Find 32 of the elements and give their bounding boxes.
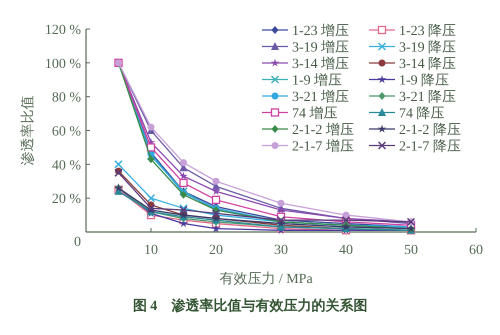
x-tick-label: 20: [209, 243, 223, 258]
legend-label: 2-1-7 增压: [292, 138, 354, 154]
y-tick-label: 20 %: [52, 192, 82, 208]
legend-label: 74 增压: [292, 106, 338, 122]
legend-label: 3-14 降压: [399, 56, 456, 72]
legend-label: 1-23 增压: [292, 23, 350, 39]
legend-label: 3-21 降压: [399, 89, 456, 105]
x-axis-title: 有效压力 / MPa: [219, 271, 314, 287]
legend-label: 3-21 增压: [292, 89, 350, 105]
y-tick-label: 40 %: [52, 158, 82, 174]
x-tick-label: 40: [339, 243, 353, 258]
legend-label: 1-9 降压: [399, 72, 450, 88]
x-tick-label: 50: [404, 243, 418, 258]
y-tick-label: 60 %: [52, 124, 82, 140]
legend-label: 2-1-7 降压: [399, 138, 461, 154]
legend-label: 2-1-2 降压: [399, 122, 461, 138]
y-axis-title: 渗透率比值: [20, 96, 36, 166]
legend-label: 1-9 增压: [292, 72, 342, 88]
legend-label: 3-19 增压: [292, 40, 350, 56]
legend-label: 74 降压: [399, 106, 444, 122]
caption: 图 4 渗透率比值与有效压力的关系图: [132, 297, 368, 314]
legend-label: 1-23 降压: [399, 23, 456, 39]
y-tick-label: 0: [74, 235, 81, 250]
legend-label: 3-19 降压: [399, 40, 456, 56]
legend-label: 3-14 增压: [292, 56, 350, 72]
x-tick-label: 10: [144, 243, 158, 258]
y-tick-label: 80 %: [52, 90, 82, 106]
x-tick-label: 60: [469, 243, 483, 258]
legend-label: 2-1-2 增压: [292, 122, 354, 138]
x-tick-label: 30: [274, 243, 288, 258]
y-tick-label: 100 %: [44, 56, 82, 72]
y-tick-label: 120 %: [44, 23, 82, 38]
